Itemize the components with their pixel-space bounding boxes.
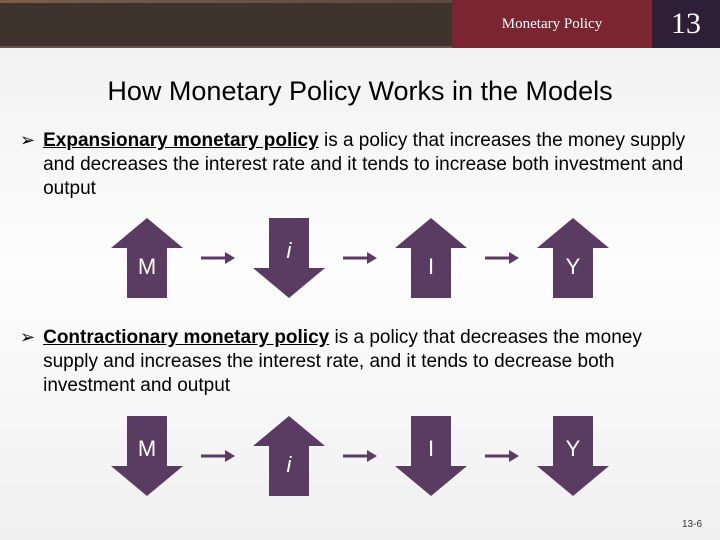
arrow-down-I: I xyxy=(395,416,467,496)
connector-arrow-icon xyxy=(201,448,235,464)
arrow-label: I xyxy=(428,436,434,462)
arrow-up-M: M xyxy=(111,218,183,298)
arrow-down-i: i xyxy=(253,218,325,298)
flow-contractionary: M i I Y xyxy=(0,416,720,496)
page-title: How Monetary Policy Works in the Models xyxy=(0,76,720,107)
arrow-up-Y: Y xyxy=(537,218,609,298)
arrow-label: M xyxy=(138,436,156,462)
connector-arrow-icon xyxy=(201,250,235,266)
term-expansionary: Expansionary monetary policy xyxy=(43,130,319,151)
bullet-marker-icon: ➢ xyxy=(20,326,35,397)
slide-header: Monetary Policy 13 xyxy=(0,0,720,48)
bullet-marker-icon: ➢ xyxy=(20,129,35,200)
bullet-text: Contractionary monetary policy is a poli… xyxy=(43,326,696,397)
bullet-expansionary: ➢ Expansionary monetary policy is a poli… xyxy=(0,129,720,200)
arrow-label: I xyxy=(428,254,434,280)
flow-expansionary: M i I Y xyxy=(0,218,720,298)
connector-arrow-icon xyxy=(485,250,519,266)
arrow-label: Y xyxy=(566,254,581,280)
bullet-contractionary: ➢ Contractionary monetary policy is a po… xyxy=(0,326,720,397)
header-accent-bar xyxy=(0,0,452,48)
arrow-label: i xyxy=(287,238,292,264)
arrow-down-Y: Y xyxy=(537,416,609,496)
arrow-up-I: I xyxy=(395,218,467,298)
chapter-label: Monetary Policy xyxy=(452,0,652,48)
connector-arrow-icon xyxy=(485,448,519,464)
arrow-up-i: i xyxy=(253,416,325,496)
connector-arrow-icon xyxy=(343,448,377,464)
page-number: 13-6 xyxy=(682,519,702,530)
arrow-down-M: M xyxy=(111,416,183,496)
chapter-number: 13 xyxy=(652,0,720,48)
bullet-text: Expansionary monetary policy is a policy… xyxy=(43,129,696,200)
connector-arrow-icon xyxy=(343,250,377,266)
arrow-label: Y xyxy=(566,436,581,462)
arrow-label: i xyxy=(287,452,292,478)
arrow-label: M xyxy=(138,254,156,280)
term-contractionary: Contractionary monetary policy xyxy=(43,327,329,348)
